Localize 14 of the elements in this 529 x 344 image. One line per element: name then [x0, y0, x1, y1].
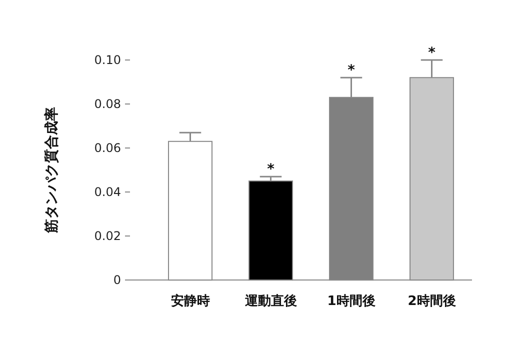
x-tick-label: 運動直後 — [244, 293, 297, 309]
y-tick-label: 0.08 — [94, 97, 121, 111]
y-tick-label: 0 — [113, 273, 121, 287]
annotation: * — [267, 162, 276, 178]
y-tick-label: 0.06 — [94, 141, 121, 155]
y-axis-title: 筋タンパク質合成率 — [43, 107, 60, 234]
x-tick-label: 1時間後 — [327, 293, 376, 309]
y-tick-label: 0.04 — [94, 185, 121, 199]
y-tick-label: 0.10 — [94, 53, 121, 67]
x-tick-label: 安静時 — [170, 293, 210, 309]
y-tick-label: 0.02 — [94, 229, 121, 243]
annotation: * — [428, 45, 436, 61]
x-tick-label: 2時間後 — [408, 293, 456, 309]
annotation: * — [348, 62, 356, 79]
